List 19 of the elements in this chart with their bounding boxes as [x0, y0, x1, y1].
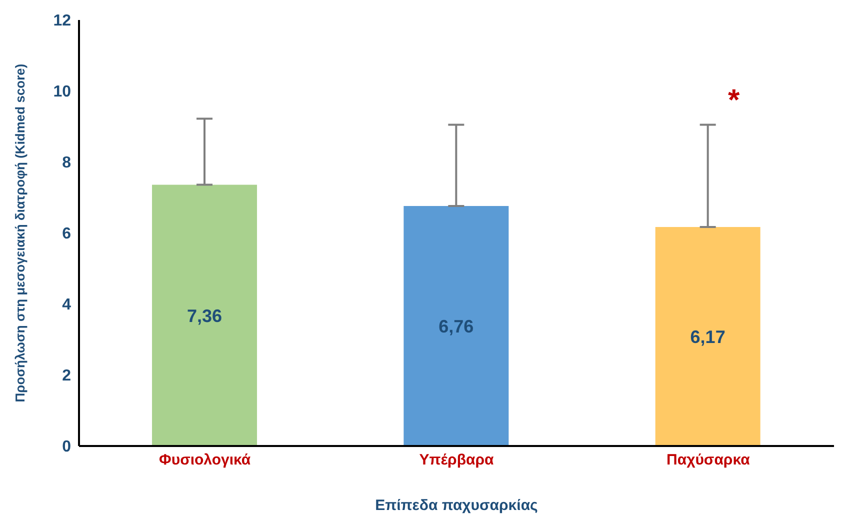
y-axis-title: Προσήλωση στη μεσογειακή διατροφή (Kidmed score): [12, 64, 28, 402]
bar: [152, 184, 257, 446]
y-tick-label: 0: [62, 438, 72, 456]
y-tick-label: 12: [53, 12, 72, 30]
annotation: *: [728, 84, 740, 117]
data-label: 6,76: [438, 316, 474, 336]
bar: [404, 206, 509, 446]
y-tick-label: 2: [62, 368, 72, 385]
bar: [655, 226, 760, 446]
data-label: 6,17: [690, 326, 726, 347]
y-tick-label: 8: [62, 154, 72, 172]
y-tick-label: 10: [53, 84, 72, 101]
y-tick-label: 4: [62, 296, 72, 314]
x-axis-title: Επίπεδα παχυσαρκίας: [375, 497, 538, 514]
x-tick-label: Φυσιολογικά: [159, 452, 252, 469]
x-tick-label: Παχύσαρκα: [666, 452, 751, 469]
data-label: 7,36: [186, 306, 222, 326]
x-tick-label: Υπέρβαρα: [419, 452, 494, 469]
y-tick-label: 6: [62, 226, 72, 243]
